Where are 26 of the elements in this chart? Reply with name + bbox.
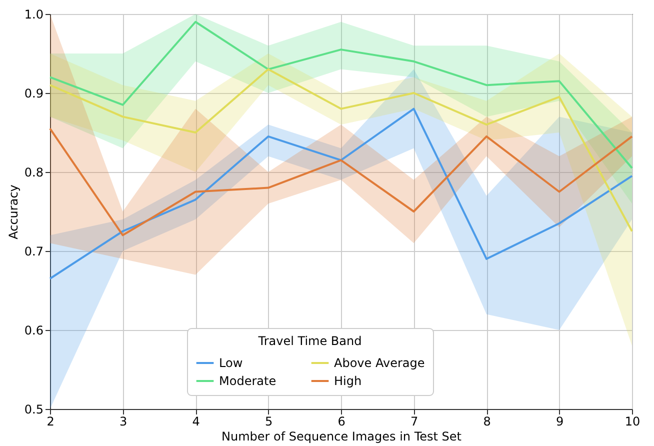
x-tick-label: 10: [624, 414, 640, 428]
line-series: [49, 20, 633, 170]
x-tick-label: 7: [410, 414, 418, 428]
x-tick-label: 5: [264, 414, 273, 428]
legend-label: Low: [219, 356, 243, 370]
x-tick-label: 6: [338, 414, 346, 428]
legend-label: High: [334, 374, 362, 388]
x-tick-label: 4: [192, 414, 200, 428]
legend-label: Moderate: [219, 374, 276, 388]
y-tick-label: 0.6: [24, 324, 44, 338]
legend-title: Travel Time Band: [257, 334, 362, 348]
line-series: [49, 68, 633, 232]
line-series: [49, 108, 633, 280]
x-tick-label: 8: [483, 414, 491, 428]
y-tick-label: 0.8: [24, 166, 44, 180]
legend-label: Above Average: [334, 356, 425, 370]
y-tick-label: 0.5: [24, 402, 44, 416]
x-tick-label: 9: [556, 414, 564, 428]
y-axis-title: Accuracy: [6, 184, 20, 240]
y-tick-label: 0.9: [24, 86, 44, 100]
x-axis-title: Number of Sequence Images in Test Set: [222, 430, 462, 444]
line-series: [49, 128, 633, 236]
x-tick-label: 2: [46, 414, 54, 428]
y-tick-label: 1.0: [24, 8, 44, 22]
y-tick-label: 0.7: [24, 244, 44, 258]
x-tick-label: 3: [119, 414, 128, 428]
